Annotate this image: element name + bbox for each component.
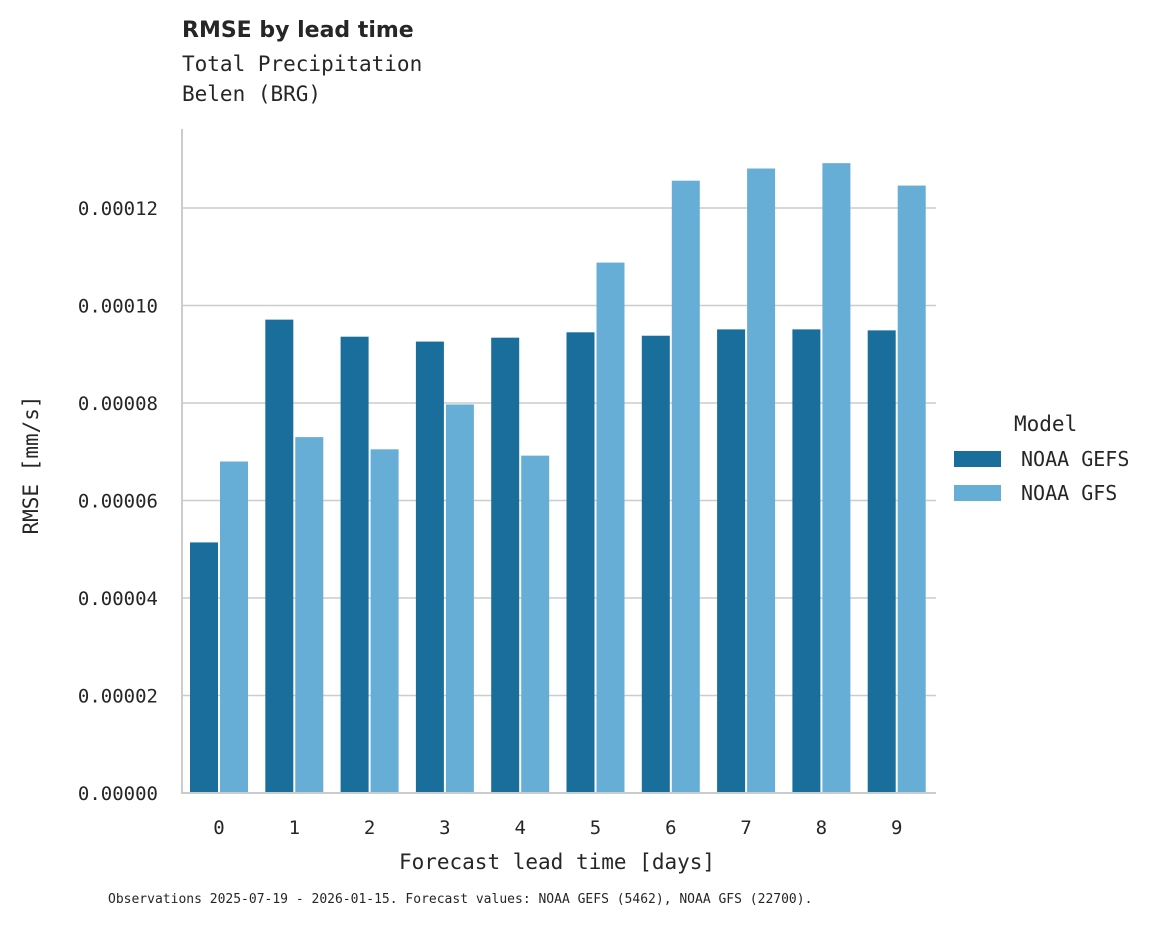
bar-gefs [867, 330, 896, 793]
x-tick-label: 7 [740, 817, 751, 839]
chart-subtitle-variable: Total Precipitation [182, 52, 423, 76]
bar-gefs [717, 329, 746, 793]
x-tick-label: 4 [514, 817, 525, 839]
bar-gefs [491, 337, 520, 793]
x-tick-labels: 0 1 2 3 4 5 6 7 8 9 [213, 817, 902, 839]
bar-gfs [370, 449, 399, 793]
x-tick-label: 2 [364, 817, 375, 839]
y-tick-label: 0.00010 [78, 296, 158, 318]
bar-gefs [792, 329, 821, 793]
legend-swatch-gfs [954, 485, 1001, 501]
bar-gfs [521, 455, 550, 793]
y-tick-label: 0.00006 [78, 491, 158, 513]
y-tick-label: 0.00002 [78, 686, 158, 708]
x-tick-label: 1 [289, 817, 300, 839]
y-axis-label: RMSE [mm/s] [19, 395, 43, 534]
y-tick-label: 0.00008 [78, 393, 158, 415]
legend: Model NOAA GEFS NOAA GFS [954, 412, 1129, 510]
bar-gefs [340, 336, 369, 793]
legend-label-gfs: NOAA GFS [1021, 481, 1118, 505]
legend-title: Model [1014, 412, 1078, 436]
bar-gfs [596, 262, 625, 794]
legend-item-gefs: NOAA GEFS [954, 442, 1129, 476]
bar-gefs [265, 319, 294, 793]
bar-gfs [295, 437, 324, 793]
x-tick-label: 8 [816, 817, 827, 839]
x-tick-label: 3 [439, 817, 450, 839]
bars [190, 163, 926, 794]
bar-gfs [747, 168, 776, 793]
y-tick-labels: 0.00000 0.00002 0.00004 0.00006 0.00008 0.000… [78, 198, 158, 805]
y-tick-label: 0.00004 [78, 588, 158, 610]
bar-gefs [415, 341, 444, 793]
bar-gefs [566, 332, 595, 793]
y-tick-label: 0.00012 [78, 198, 158, 220]
x-tick-label: 0 [213, 817, 224, 839]
legend-label-gefs: NOAA GEFS [1021, 447, 1130, 471]
chart-title: RMSE by lead time [182, 18, 414, 43]
bar-gfs [897, 185, 926, 793]
bar-gfs [220, 461, 248, 793]
x-tick-label: 6 [665, 817, 676, 839]
bar-gefs [190, 542, 218, 793]
y-tick-label: 0.00000 [78, 783, 158, 805]
x-axis-label: Forecast lead time [days] [399, 850, 715, 874]
x-tick-label: 5 [590, 817, 601, 839]
bar-gfs [822, 163, 851, 793]
bar-gfs [671, 180, 700, 793]
bar-gefs [641, 335, 670, 793]
legend-swatch-gefs [954, 451, 1001, 467]
legend-item-gfs: NOAA GFS [954, 476, 1129, 510]
chart-subtitle-station: Belen (BRG) [182, 82, 322, 106]
bar-gfs [445, 404, 474, 793]
x-tick-label: 9 [891, 817, 902, 839]
footnote: Observations 2025-07-19 - 2026-01-15. Fo… [108, 892, 813, 907]
